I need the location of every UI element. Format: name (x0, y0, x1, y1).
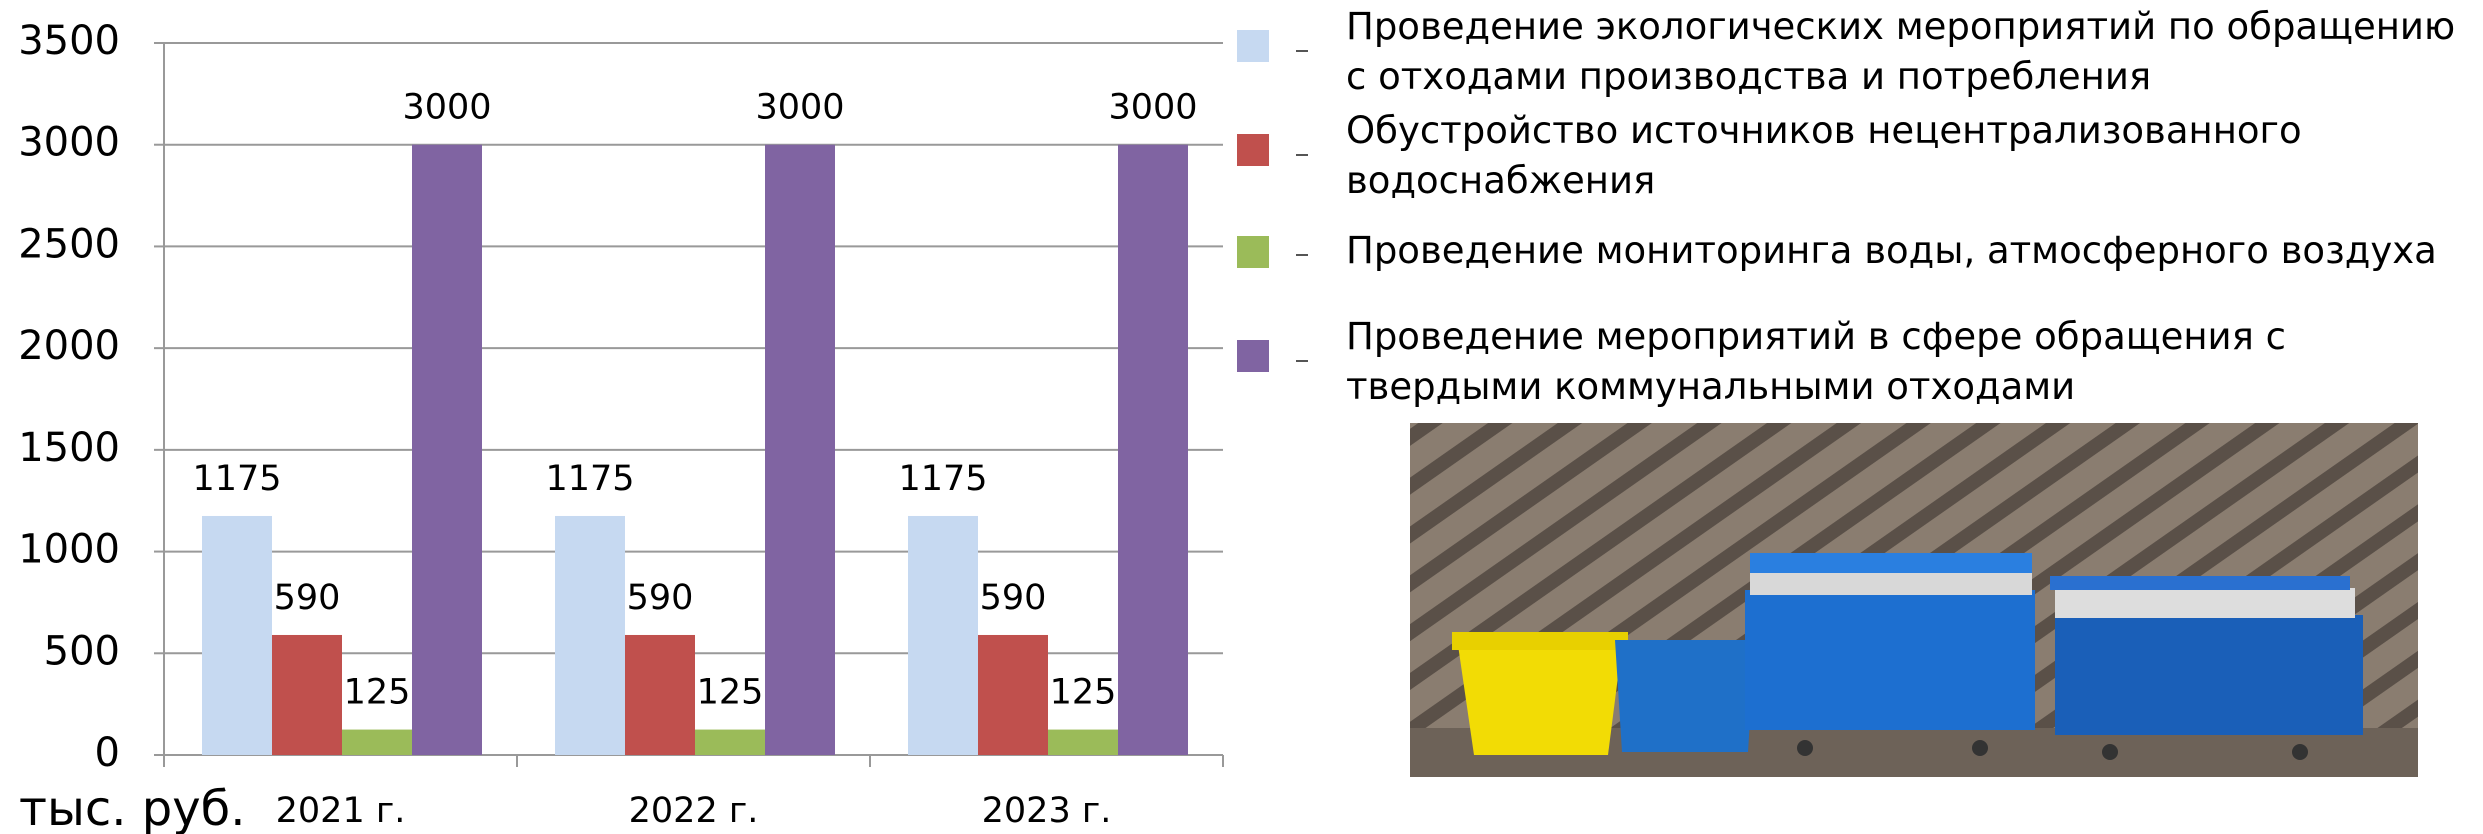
bar (765, 144, 835, 755)
bar (1048, 729, 1118, 755)
value-label: 3000 (402, 88, 491, 128)
x-tick-label: 2021 г. (276, 791, 406, 831)
value-label: 125 (697, 673, 764, 713)
y-tick-label: 2500 (18, 221, 120, 267)
legend-label: Проведение мероприятий в сфере обращения… (1346, 315, 2286, 408)
y-tick-label: 2000 (18, 323, 120, 369)
value-label: 1175 (545, 459, 634, 499)
y-tick-label: 1000 (18, 527, 120, 573)
bar (908, 515, 978, 755)
value-label: 590 (980, 578, 1047, 618)
legend-dash (1296, 50, 1308, 52)
legend-label: Проведение экологических мероприятий по … (1346, 5, 2456, 98)
value-label: 3000 (755, 88, 844, 128)
bar (202, 515, 272, 755)
bar (555, 515, 625, 755)
value-label: 1175 (898, 459, 987, 499)
value-label: 125 (1050, 673, 1117, 713)
legend-dash (1296, 360, 1308, 362)
x-tick-label: 2023 г. (982, 791, 1112, 831)
legend-label: Обустройство источников нецентрализованн… (1346, 109, 2302, 202)
value-label: 3000 (1108, 88, 1197, 128)
value-label: 125 (344, 673, 411, 713)
y-tick-label: 500 (44, 628, 120, 674)
bar (342, 729, 412, 755)
y-tick-label: 3000 (18, 120, 120, 166)
bar (978, 634, 1048, 755)
value-label: 1175 (192, 459, 281, 499)
legend-swatch (1237, 236, 1269, 268)
legend-dash (1296, 154, 1308, 156)
y-tick-label: 0 (95, 730, 120, 776)
legend-swatch (1237, 30, 1269, 62)
bar (1118, 144, 1188, 755)
bar (625, 634, 695, 755)
bar (272, 634, 342, 755)
bar (695, 729, 765, 755)
bar (412, 144, 482, 755)
legend-swatch (1237, 340, 1269, 372)
x-tick-label: 2022 г. (629, 791, 759, 831)
y-tick-label: 1500 (18, 425, 120, 471)
legend-dash (1296, 254, 1308, 256)
value-label: 590 (627, 578, 694, 618)
y-tick-label: 3500 (18, 18, 120, 64)
legend-swatch (1237, 134, 1269, 166)
value-label: 590 (274, 578, 341, 618)
legend-label: Проведение мониторинга воды, атмосферног… (1346, 229, 2437, 272)
photo (1410, 423, 2418, 777)
y-axis-label: тыс. руб. (19, 781, 246, 834)
